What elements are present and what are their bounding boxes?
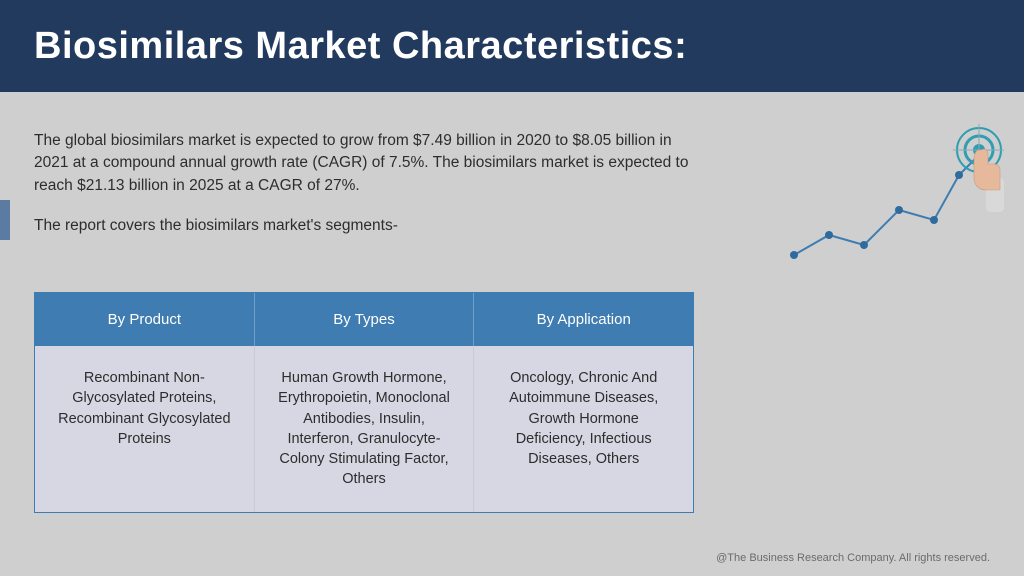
title-bar: Biosimilars Market Characteristics:	[0, 0, 1024, 92]
body-text: The global biosimilars market is expecte…	[34, 130, 694, 256]
trend-line	[794, 155, 979, 255]
slide: Biosimilars Market Characteristics: The …	[0, 0, 1024, 576]
footer-text: @The Business Research Company. All righ…	[716, 552, 990, 564]
table-cell-product: Recombinant Non-Glycosylated Proteins, R…	[35, 346, 255, 512]
accent-bar	[0, 200, 10, 240]
chart-dot	[825, 231, 833, 239]
paragraph-2: The report covers the biosimilars market…	[34, 215, 694, 237]
chart-dot	[860, 241, 868, 249]
chart-dot	[895, 206, 903, 214]
table-cell-types: Human Growth Hormone, Erythropoietin, Mo…	[255, 346, 475, 512]
table-header-product: By Product	[35, 293, 255, 346]
chart-dot	[930, 216, 938, 224]
segments-table: By Product By Types By Application Recom…	[34, 292, 694, 513]
page-title: Biosimilars Market Characteristics:	[34, 25, 687, 68]
paragraph-1: The global biosimilars market is expecte…	[34, 130, 694, 197]
chart-dot	[790, 251, 798, 259]
table-cell-application: Oncology, Chronic And Autoimmune Disease…	[474, 346, 693, 512]
table-body-row: Recombinant Non-Glycosylated Proteins, R…	[35, 346, 693, 512]
chart-dot	[955, 171, 963, 179]
table-header-row: By Product By Types By Application	[35, 293, 693, 346]
table-header-application: By Application	[474, 293, 693, 346]
table-header-types: By Types	[255, 293, 475, 346]
growth-chart-graphic	[784, 120, 1004, 280]
